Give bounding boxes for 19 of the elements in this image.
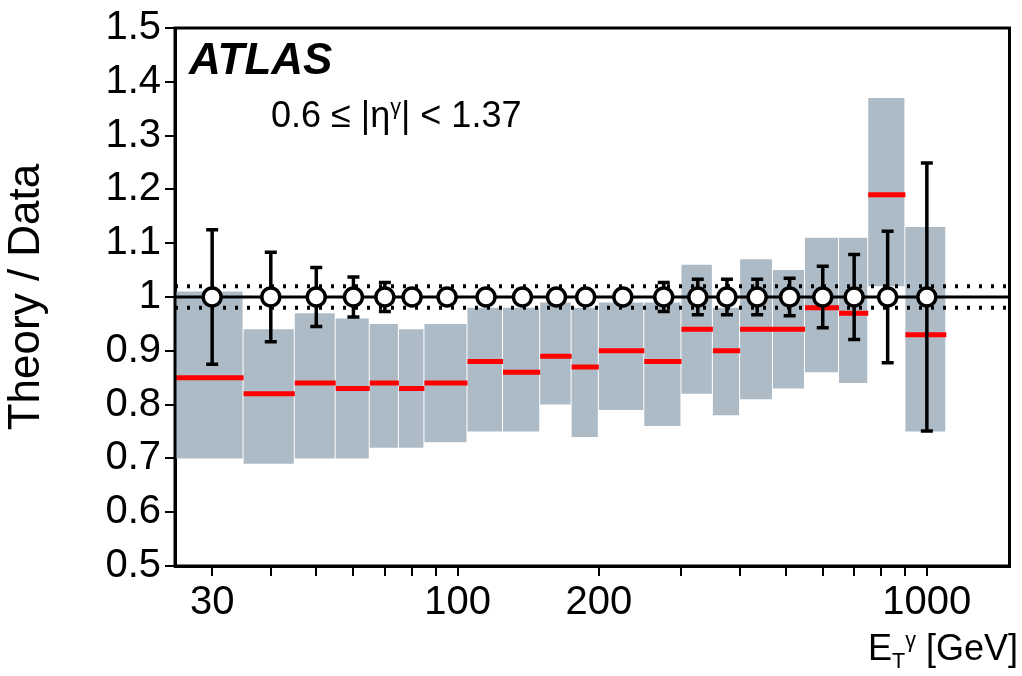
y-tick-label: 0.9: [105, 325, 161, 370]
y-tick-label: 1.4: [105, 56, 161, 101]
y-tick-label: 0.7: [105, 433, 161, 478]
y-tick-label: 1.3: [105, 110, 161, 155]
y-tick-label: 1: [138, 272, 161, 317]
x-tick-label: 200: [565, 578, 633, 623]
x-tick-label: 1000: [882, 578, 972, 623]
x-tick-label: 100: [424, 578, 491, 623]
y-tick-label: 1.5: [105, 3, 161, 48]
y-axis-title: Theory / Data: [0, 163, 48, 431]
annotation: ATLAS: [189, 34, 333, 84]
y-tick-label: 0.6: [105, 487, 161, 532]
y-tick-label: 1.2: [105, 164, 161, 209]
x-tick-label: 30: [189, 578, 235, 623]
y-tick-label: 1.1: [105, 218, 161, 263]
y-tick-label: 0.8: [105, 379, 161, 424]
annotation: 0.6 ≤ |η$^{γ}$| < 1.37: [271, 94, 522, 136]
y-tick-label: 0.5: [105, 541, 161, 586]
x-axis-title: E$_{T}$$^{γ}$ [GeV]: [867, 626, 1018, 674]
